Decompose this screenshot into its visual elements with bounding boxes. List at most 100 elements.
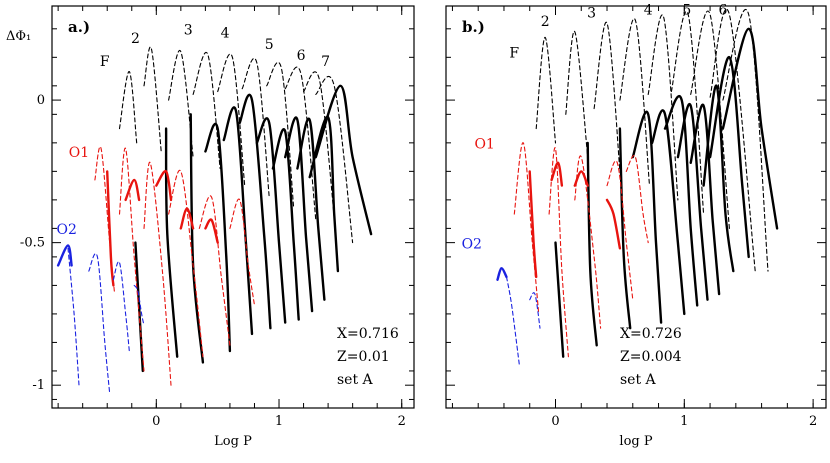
curve-O1-solid (204, 218, 219, 244)
curve-O1-solid (550, 161, 564, 187)
curve-3-solid (618, 127, 632, 330)
x-tick-label: 0 (152, 414, 160, 429)
panel-label: b.) (462, 18, 485, 36)
curve-F-dashed (284, 66, 317, 221)
curves-group (56, 46, 373, 395)
curve-F-dashed (315, 75, 354, 244)
curve-F-dashed (619, 18, 651, 187)
curve-6-solid (271, 128, 300, 321)
curve-2-solid (164, 127, 179, 358)
curve-O2-dashed (67, 247, 80, 386)
curve-6-solid (721, 27, 779, 230)
curve-O2-solid (56, 244, 73, 267)
y-tick-label: 0 (37, 93, 45, 108)
curve-F-dashed (593, 21, 621, 172)
curve-O1-solid (573, 170, 589, 187)
curve-O1-dashed (198, 195, 231, 346)
curve-O2-dashed (88, 253, 111, 395)
curve-F-dashed (565, 31, 589, 158)
x-tick-label: 2 (809, 414, 817, 429)
curves-group (496, 9, 779, 366)
curve-F-dashed (709, 9, 756, 272)
mode-label: O1 (69, 145, 89, 161)
mode-label: 7 (321, 54, 330, 70)
curve-5-solid (238, 93, 272, 330)
mode-label: 6 (297, 48, 306, 64)
curve-O1-solid (605, 198, 622, 250)
curve-O1-dashed (513, 142, 540, 315)
curve-O1-dashed (574, 155, 602, 329)
annotation-line: Z=0.01 (337, 349, 390, 365)
mode-label: 3 (587, 5, 596, 21)
curve-O2-solid (496, 267, 508, 281)
annotation-line: X=0.726 (620, 326, 682, 342)
panel-label: a.) (68, 18, 90, 36)
x-tick-label: 1 (275, 414, 283, 429)
curve-2-solid (586, 141, 598, 347)
curve-O1-solid (528, 170, 538, 279)
x-tick-label: 2 (398, 414, 406, 429)
curve-6-solid (708, 56, 750, 259)
mode-label: O2 (57, 222, 77, 238)
curve-5-solid (255, 117, 287, 324)
curve-O1-dashed (548, 147, 569, 358)
curve-5-solid (689, 103, 721, 296)
curve-O1-dashed (229, 198, 256, 306)
y-tick-label: -0.5 (20, 236, 45, 251)
curve-7-solid (308, 115, 340, 273)
annotation-line: set A (620, 372, 657, 388)
curve-O1-dashed (94, 146, 116, 295)
curve-F-dashed (241, 58, 270, 198)
curve-O1-solid (106, 170, 115, 287)
curve-O1-dashed (606, 160, 634, 301)
curve-2-solid (554, 241, 565, 358)
curve-O2-dashed (133, 284, 145, 326)
panel-b: 0 1 2 log P b.) F 2 3 4 5 6 O1 O2 X=0.726 Z=0.004 set A (445, 3, 827, 449)
curve-O1-dashed (625, 155, 649, 244)
curve-7-solid (314, 84, 373, 236)
mode-label: 2 (131, 31, 140, 47)
curve-F-dashed (670, 10, 705, 215)
mode-label: 4 (221, 25, 230, 41)
plot-frame (445, 5, 827, 409)
curve-O1-dashed (143, 162, 172, 386)
y-tick-label: -1 (32, 378, 45, 393)
x-axis-label: log P (619, 434, 652, 449)
curve-O1-solid (124, 178, 141, 202)
curve-7-solid (296, 117, 326, 301)
mode-label: O2 (462, 236, 482, 252)
curve-F-dashed (535, 36, 557, 144)
curve-6-solid (284, 116, 314, 313)
x-axis-label: Log P (214, 434, 252, 449)
curve-6-solid (702, 84, 735, 273)
plot-frame (51, 5, 415, 409)
curve-O2-dashed (505, 276, 520, 366)
mode-label: F (100, 54, 110, 70)
mode-label: 5 (682, 3, 691, 19)
mode-label: 3 (184, 23, 193, 39)
curve-O1-dashed (168, 169, 204, 358)
mode-label: 4 (644, 3, 653, 19)
curve-F-dashed (192, 51, 221, 170)
curve-2-solid (134, 241, 144, 373)
curve-F-dashed (118, 71, 138, 144)
x-tick-label: 0 (551, 414, 559, 429)
curve-F-dashed (168, 49, 194, 158)
curve-O2-dashed (529, 292, 541, 329)
y-axis-label: ΔΦ₁ (6, 29, 31, 44)
curve-O1-solid (155, 170, 173, 202)
mode-label: 5 (265, 37, 274, 53)
curve-4-solid (222, 106, 254, 336)
curve-F-dashed (143, 46, 162, 152)
curve-3-solid (631, 110, 663, 324)
mode-label: 6 (718, 3, 727, 19)
x-tick-label: 1 (680, 414, 688, 429)
curve-4-solid (204, 123, 232, 353)
curve-O2-dashed (112, 261, 130, 352)
curve-F-dashed (690, 10, 730, 229)
curve-F-dashed (217, 53, 246, 187)
annotation-line: X=0.716 (337, 326, 399, 342)
mode-label: F (509, 45, 519, 61)
curve-O1-dashed (118, 148, 145, 372)
